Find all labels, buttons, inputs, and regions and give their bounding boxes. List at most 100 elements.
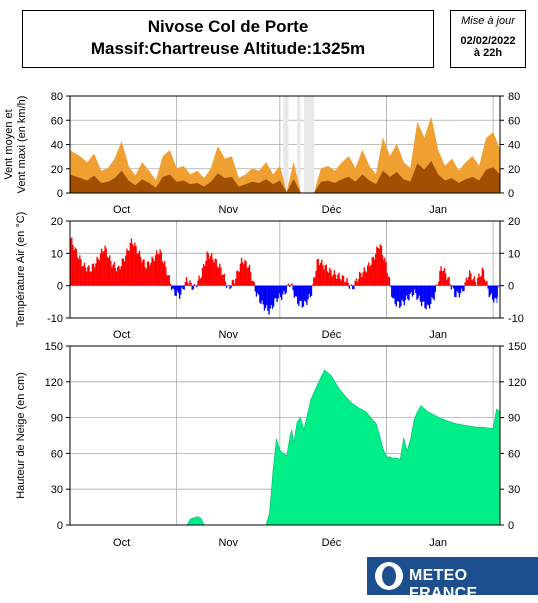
temperature-bar	[205, 261, 206, 286]
temperature-bar	[241, 258, 242, 286]
temperature-bar	[455, 286, 456, 298]
temperature-bar	[236, 270, 237, 285]
temperature-bar	[150, 263, 151, 286]
temperature-bar	[309, 286, 310, 294]
temperature-bar	[108, 258, 109, 286]
temperature-bar	[314, 277, 315, 285]
temperature-bar	[165, 267, 166, 286]
temperature-bar	[454, 286, 455, 297]
x-month-label: Oct	[113, 329, 130, 341]
temperature-bar	[239, 272, 240, 286]
temperature-bar	[99, 260, 100, 285]
x-month-label: Déc	[322, 329, 342, 341]
temperature-bar	[414, 286, 415, 290]
temperature-bar	[338, 273, 339, 286]
temperature-bar	[173, 286, 174, 290]
temperature-bar	[135, 246, 136, 286]
y-tick-label-right: 20	[508, 164, 520, 176]
temperature-bar	[398, 286, 399, 302]
temperature-bar	[106, 248, 107, 285]
temperature-bar	[288, 284, 289, 286]
temperature-bar	[292, 286, 293, 291]
temperature-bar	[427, 286, 428, 305]
temperature-bar	[200, 279, 201, 286]
temperature-bar	[240, 264, 241, 286]
temperature-bar	[279, 286, 280, 294]
temperature-bar	[234, 284, 235, 286]
temperature-bar	[127, 251, 128, 286]
temperature-bar	[157, 254, 158, 286]
temperature-bar	[209, 259, 210, 286]
temperature-bar	[248, 267, 249, 285]
temperature-bar	[188, 284, 189, 285]
temperature-bar	[390, 286, 391, 287]
temperature-bar	[446, 280, 447, 286]
temperature-bar	[282, 286, 283, 295]
temperature-bar	[335, 275, 336, 286]
temperature-bar	[226, 286, 227, 288]
temperature-bar	[133, 246, 134, 285]
y-tick-label-left: 40	[51, 140, 63, 152]
temperature-bar	[423, 286, 424, 302]
logo-globe-icon	[375, 562, 403, 590]
temperature-bar	[189, 280, 190, 285]
temperature-bar	[375, 254, 376, 286]
y-tick-label-right: 20	[508, 216, 520, 228]
temperature-bar	[479, 277, 480, 286]
temperature-bar	[175, 286, 176, 296]
temperature-bar	[291, 283, 292, 285]
y-tick-label-left: 0	[57, 281, 63, 293]
temperature-bar	[362, 272, 363, 285]
temperature-bar	[155, 255, 156, 285]
temperature-bar	[374, 259, 375, 285]
temperature-bar	[404, 286, 405, 305]
temperature-bar	[484, 279, 485, 285]
y-tick-label-left: 60	[51, 115, 63, 127]
temperature-bar	[356, 279, 357, 286]
y-tick-label-right: 120	[508, 377, 526, 389]
temperature-bar	[343, 276, 344, 286]
temperature-bar	[131, 238, 132, 285]
temperature-bar	[419, 286, 420, 296]
temperature-bar	[167, 275, 168, 285]
temperature-bar	[221, 275, 222, 286]
temperature-bar	[132, 244, 133, 286]
temperature-bar	[213, 263, 214, 286]
temperature-bar	[329, 268, 330, 286]
temperature-bar	[218, 268, 219, 286]
temperature-bar	[259, 286, 260, 303]
temperature-bar	[119, 269, 120, 286]
temperature-bar	[250, 272, 251, 285]
x-month-label: Oct	[113, 537, 130, 549]
temperature-bar	[403, 286, 404, 302]
temperature-bar	[134, 243, 135, 286]
temperature-bar	[464, 282, 465, 285]
y-tick-label-left: 30	[51, 484, 63, 496]
temperature-bar	[416, 286, 417, 300]
temperature-bar	[86, 271, 87, 285]
temperature-bar	[460, 286, 461, 293]
temperature-bar	[413, 286, 414, 295]
temperature-bar	[421, 286, 422, 306]
temperature-bar	[231, 286, 232, 288]
temperature-bar	[284, 286, 285, 295]
temperature-bar	[122, 258, 123, 285]
temperature-bar	[401, 286, 402, 300]
temperature-bar	[489, 286, 490, 297]
temperature-bar	[217, 267, 218, 286]
temperature-bar	[341, 280, 342, 285]
temperature-bar	[315, 271, 316, 286]
temperature-bar	[83, 266, 84, 286]
temperature-bar	[223, 275, 224, 286]
temperature-bar	[310, 286, 311, 298]
temperature-bar	[163, 263, 164, 285]
temperature-bar	[193, 286, 194, 290]
temperature-bar	[281, 286, 282, 300]
temperature-bar	[384, 258, 385, 286]
temperature-bar	[169, 275, 170, 286]
temperature-bar	[184, 286, 185, 290]
temperature-bar	[364, 267, 365, 285]
temperature-bar	[373, 257, 374, 286]
